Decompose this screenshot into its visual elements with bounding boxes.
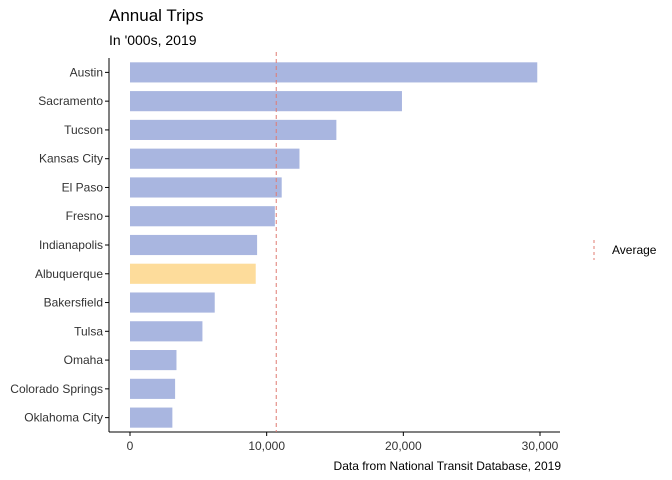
bar-kansas-city [130,148,300,169]
bar-sacramento [130,91,402,112]
y-tick-label: Sacramento [38,94,103,108]
y-tick-label: El Paso [62,180,104,194]
y-tick-label: Austin [70,65,103,79]
bar-omaha [130,350,177,371]
y-tick-label: Indianapolis [39,238,103,252]
chart-caption: Data from National Transit Database, 201… [333,459,561,473]
bar-albuquerque [130,263,256,284]
x-tick-label: 20,000 [385,439,422,453]
chart-subtitle: In '000s, 2019 [109,32,197,48]
bar-indianapolis [130,234,258,256]
bar-el-paso [130,177,282,198]
y-tick-label: Bakersfield [44,296,103,310]
y-tick-label: Tulsa [74,324,103,338]
y-tick-label: Oklahoma City [24,411,103,425]
legend-average-label: Average [612,243,657,257]
bar-tulsa [130,321,203,342]
bar-colorado-springs [130,378,176,399]
bar-oklahoma-city [130,407,173,428]
chart-title: Annual Trips [109,6,204,25]
x-tick-label: 0 [127,439,134,453]
bar-fresno [130,206,275,227]
y-tick-label: Albuquerque [35,267,103,281]
bar-bakersfield [130,292,215,313]
y-tick-label: Omaha [64,353,104,367]
x-tick-label: 30,000 [522,439,559,453]
y-tick-label: Kansas City [39,152,103,166]
y-tick-label: Fresno [66,209,104,223]
bar-austin [130,62,538,83]
y-tick-label: Tucson [64,123,103,137]
x-tick-label: 10,000 [248,439,285,453]
bar-tucson [130,119,337,140]
y-tick-label: Colorado Springs [10,382,103,396]
